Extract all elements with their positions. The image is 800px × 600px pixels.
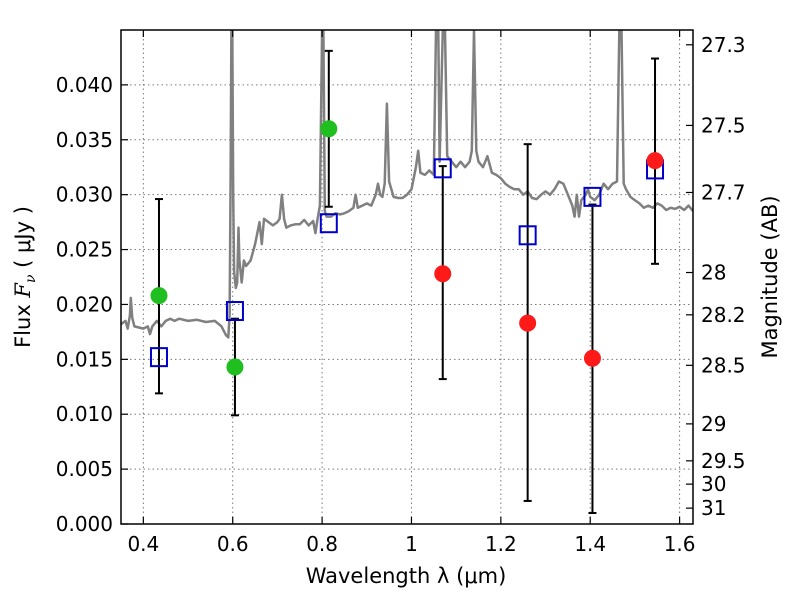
photometry-point xyxy=(320,120,338,138)
photometry-point xyxy=(519,314,537,332)
plot-area: 0.4 0.6 0.8 1 1.2 1.4 1.6 0.000 0.005 0.010 0.015 0… xyxy=(56,29,746,556)
clipped-marks xyxy=(121,30,693,515)
photometry-point xyxy=(583,349,601,367)
x-axis-label: Wavelength λ (μm) xyxy=(306,564,507,588)
photometry-point xyxy=(226,358,244,376)
photometry-point xyxy=(150,287,168,305)
y2-tick-label: 28 xyxy=(701,261,726,285)
x-tick-label: 0.6 xyxy=(217,532,249,556)
y-tick-label: 0.005 xyxy=(56,457,113,481)
model-square-point xyxy=(433,158,452,179)
y2-tick-label: 28.2 xyxy=(701,303,746,327)
y2-tick-label: 29 xyxy=(701,412,726,436)
model-square-point xyxy=(583,186,602,207)
y-axis-label-symbol: F xyxy=(11,282,35,299)
y-tick-label: 0.010 xyxy=(56,402,113,426)
x-tick-label: 0.4 xyxy=(127,532,159,556)
plot-frame xyxy=(120,29,694,525)
y-tick-label: 0.030 xyxy=(56,183,113,207)
x-tick-label: 1.6 xyxy=(664,532,696,556)
secondary-y-axis-label: Magnitude (AB) xyxy=(758,195,782,358)
y2-tick-label: 27.3 xyxy=(701,33,746,57)
spectrum-line xyxy=(121,30,693,339)
y-tick-label: 0.020 xyxy=(56,292,113,316)
model-square-point xyxy=(319,213,338,234)
y-axis-label: Flux Fν ( μJy ) xyxy=(11,206,39,348)
y-axis-label-suffix: ( μJy ) xyxy=(11,206,35,274)
y2-tick-label: 30 xyxy=(701,472,726,496)
x-tick-label: 1 xyxy=(405,532,418,556)
model-square-point xyxy=(149,347,168,368)
y2-tick-label: 27.5 xyxy=(701,113,746,137)
y-tick-label: 0.000 xyxy=(56,512,113,536)
x-tick-label: 0.8 xyxy=(306,532,338,556)
model-square-point xyxy=(225,301,244,322)
y-axis-label-subscript: ν xyxy=(23,274,39,283)
x-tick-label: 1.4 xyxy=(574,532,606,556)
y-tick-label: 0.035 xyxy=(56,128,113,152)
y-axis-label-prefix: Flux xyxy=(11,298,35,348)
y2-tick-label: 27.7 xyxy=(701,180,746,204)
y-tick-label: 0.015 xyxy=(56,347,113,371)
y2-tick-label: 29.5 xyxy=(701,449,746,473)
y2-tick-label: 31 xyxy=(701,496,726,520)
model-square-point xyxy=(518,225,537,246)
photometry-point xyxy=(434,265,452,283)
y-tick-label: 0.025 xyxy=(56,238,113,262)
y2-tick-label: 28.5 xyxy=(701,353,746,377)
x-tick-label: 1.2 xyxy=(485,532,517,556)
y-tick-label: 0.040 xyxy=(56,73,113,97)
photometry-point xyxy=(646,152,664,170)
